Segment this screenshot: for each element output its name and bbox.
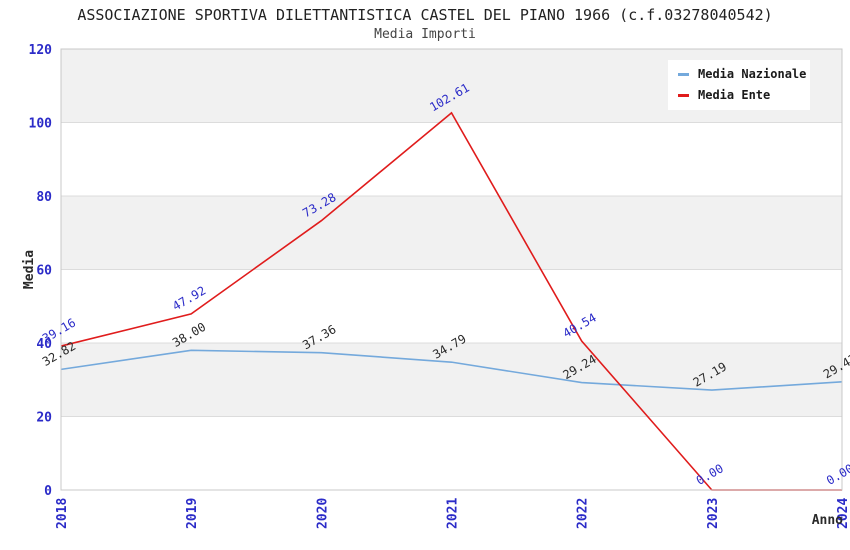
legend-swatch-media-ente	[678, 94, 689, 97]
y-tick-label: 20	[36, 411, 52, 426]
x-tick-label: 2023	[706, 498, 721, 529]
plot-band	[61, 269, 842, 343]
series-line-media-nazionale	[60, 349, 843, 391]
x-tick-label: 2021	[446, 498, 461, 529]
y-tick-label: 40	[36, 337, 52, 352]
chart-subtitle: Media Importi	[374, 27, 476, 42]
x-tick-label: 2020	[315, 498, 330, 529]
plot-band	[61, 122, 842, 196]
plot-band	[61, 343, 842, 417]
legend-label: Media Ente	[698, 88, 771, 102]
y-tick-label: 100	[29, 117, 53, 132]
chart-title: ASSOCIAZIONE SPORTIVA DILETTANTISTICA CA…	[77, 6, 773, 24]
y-tick-label: 0	[44, 484, 52, 499]
y-tick-label: 80	[36, 190, 52, 205]
legend-label: Media Nazionale	[698, 67, 807, 81]
legend-item-media-ente: Media Ente	[678, 89, 800, 102]
plot-border	[60, 48, 843, 491]
plot-band	[61, 196, 842, 270]
plot-band	[61, 416, 842, 490]
y-tick-label: 120	[29, 43, 53, 58]
x-tick-label: 2018	[55, 498, 70, 529]
y-tick-label: 60	[36, 264, 52, 279]
legend: Media Nazionale Media Ente	[668, 60, 810, 110]
y-axis-label: Media	[22, 250, 37, 289]
x-tick-label: 2024	[836, 498, 850, 529]
legend-item-media-nazionale: Media Nazionale	[678, 68, 806, 81]
x-tick-label: 2022	[576, 498, 591, 529]
x-tick-label: 2019	[185, 498, 200, 529]
legend-swatch-media-nazionale	[678, 73, 689, 76]
x-axis-label: Anno	[812, 513, 843, 528]
